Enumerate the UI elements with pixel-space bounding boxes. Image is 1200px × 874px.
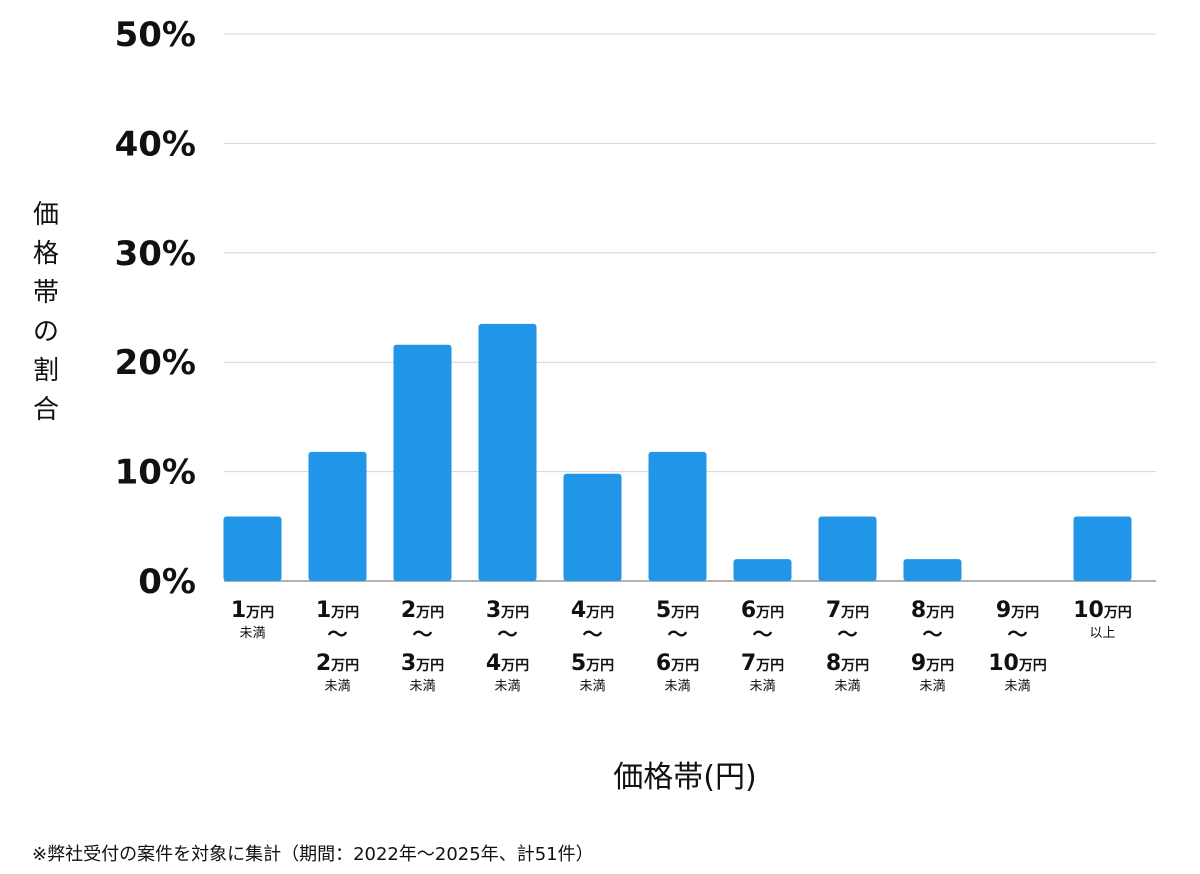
x-tick-text: 〜 — [668, 622, 688, 646]
x-tick-text: 5万円 — [656, 598, 699, 623]
bar — [903, 559, 962, 581]
x-tick-text: 4万円 — [571, 598, 614, 623]
x-tick-text: 10万円 — [1073, 598, 1132, 623]
bar — [1073, 516, 1132, 581]
bars — [223, 323, 1132, 581]
bar — [223, 516, 282, 581]
gridlines — [224, 33, 1156, 582]
bar — [478, 323, 537, 581]
x-tick-text: 7万円 — [741, 651, 784, 676]
x-tick-text: 未満 — [324, 679, 350, 694]
x-tick-text: 〜 — [413, 622, 433, 646]
x-tick-text: 7万円 — [826, 598, 869, 623]
x-tick-text: 以上 — [1089, 626, 1115, 641]
x-tick-text: 未満 — [664, 679, 690, 694]
x-tick-text: 2万円 — [401, 598, 444, 623]
y-axis-label-char: 帯 — [32, 278, 59, 308]
x-axis-ticks: 1万円未満1万円〜2万円未満2万円〜3万円未満3万円〜4万円未満4万円〜5万円未… — [231, 598, 1132, 694]
x-tick-text: 未満 — [239, 626, 265, 641]
x-tick-text: 3万円 — [486, 598, 529, 623]
bar-chart: 0%10%20%30%40%50% 1万円未満1万円〜2万円未満2万円〜3万円未… — [115, 15, 1156, 694]
y-axis-label: 価格帯の割合 — [28, 196, 64, 430]
x-tick-text: 5万円 — [571, 651, 614, 676]
x-tick-text: 8万円 — [826, 651, 869, 676]
x-tick-text: 〜 — [583, 622, 603, 646]
x-tick-text: 未満 — [409, 679, 435, 694]
bar — [563, 473, 622, 581]
x-tick-text: 〜 — [498, 622, 518, 646]
x-tick-text: 4万円 — [486, 651, 529, 676]
x-tick-text: 6万円 — [656, 651, 699, 676]
x-tick-text: 未満 — [834, 679, 860, 694]
x-tick-text: 〜 — [923, 622, 943, 646]
x-tick-text: 〜 — [753, 622, 773, 646]
x-tick-text: 〜 — [328, 622, 348, 646]
x-tick-text: 未満 — [749, 679, 775, 694]
x-tick-text: 9万円 — [911, 651, 954, 676]
x-tick-text: 8万円 — [911, 598, 954, 623]
x-tick-text: 〜 — [1008, 622, 1028, 646]
x-tick-text: 3万円 — [401, 651, 444, 676]
x-tick-text: 未満 — [494, 679, 520, 694]
bar — [393, 344, 452, 581]
y-axis-label-char: 合 — [32, 395, 59, 425]
x-tick-text: 10万円 — [988, 651, 1047, 676]
y-tick-label: 20% — [115, 343, 196, 383]
y-axis-ticks: 0% 10% 20% 30% 40% 50% — [115, 15, 196, 602]
y-tick-label: 10% — [115, 453, 196, 493]
x-tick-text: 未満 — [579, 679, 605, 694]
x-tick-text: 9万円 — [996, 598, 1039, 623]
y-axis-label-char: 格 — [32, 239, 59, 269]
x-tick-text: 2万円 — [316, 651, 359, 676]
y-axis-label-char: の — [32, 317, 59, 347]
x-tick-text: 未満 — [919, 679, 945, 694]
x-tick-text: 1万円 — [316, 598, 359, 623]
x-tick-text: 1万円 — [231, 598, 274, 623]
y-tick-label: 0% — [138, 562, 196, 602]
y-tick-label: 40% — [115, 124, 196, 164]
bar — [648, 451, 707, 581]
x-tick-text: 6万円 — [741, 598, 784, 623]
y-axis-label-char: 割 — [32, 356, 59, 386]
x-tick-text: 未満 — [1004, 679, 1030, 694]
y-axis-label-char: 価 — [32, 200, 59, 230]
footnote: ※弊社受付の案件を対象に集計（期間：2022年〜2025年、計51件） — [32, 844, 594, 865]
bar — [733, 559, 792, 581]
x-tick-text: 〜 — [838, 622, 858, 646]
bar — [818, 516, 877, 581]
x-axis-label: 価格帯(円) — [613, 760, 757, 795]
y-tick-label: 30% — [115, 234, 196, 274]
y-tick-label: 50% — [115, 15, 196, 55]
bar — [308, 451, 367, 581]
